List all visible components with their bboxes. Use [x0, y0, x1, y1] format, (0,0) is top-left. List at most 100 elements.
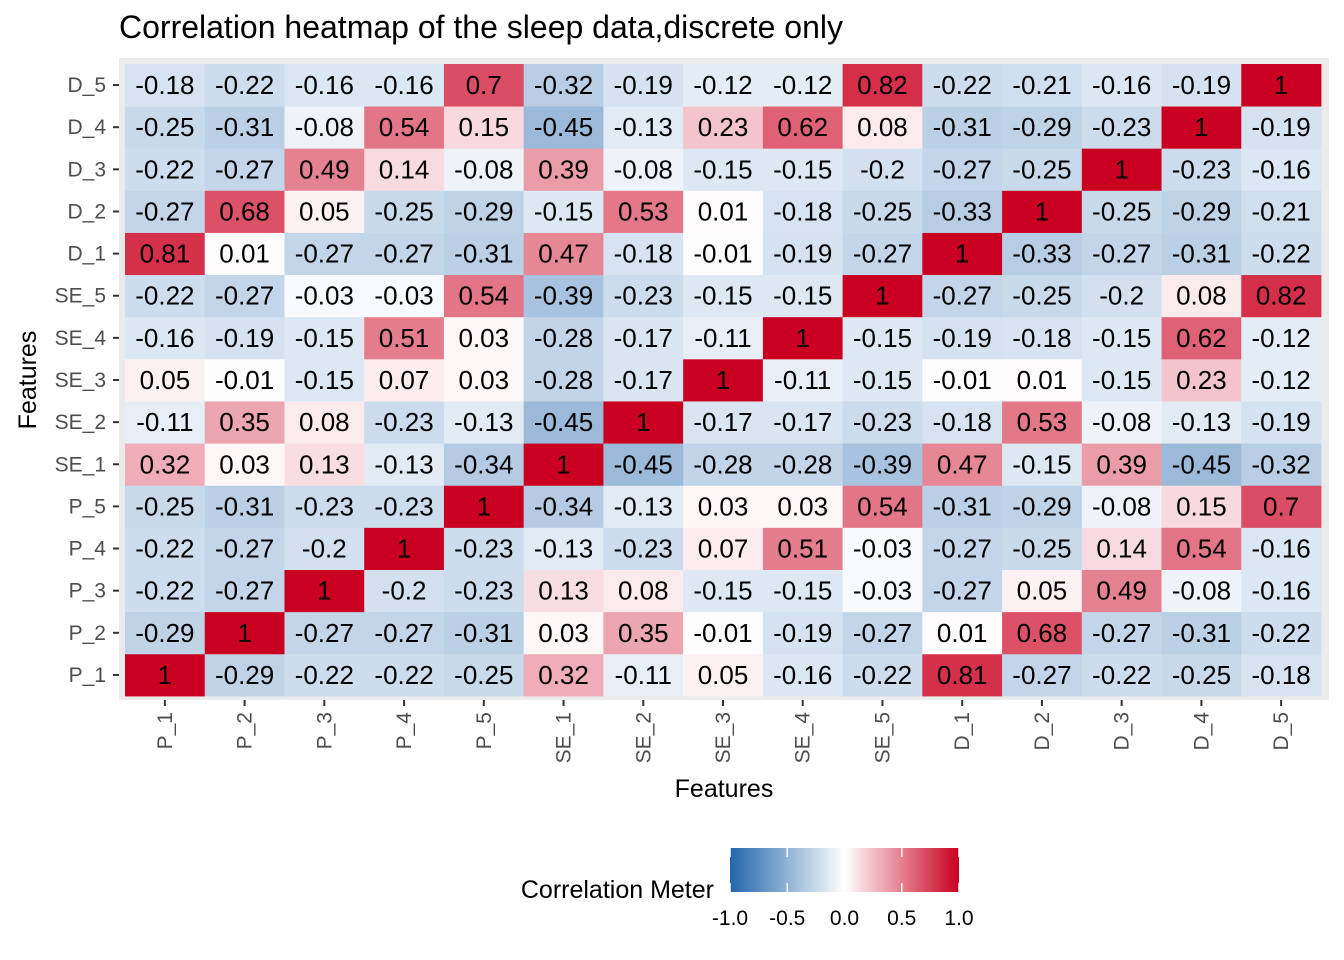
- cell-value-label: 0.01: [219, 239, 270, 269]
- cell-value-label: -0.16: [295, 70, 354, 100]
- heatmap-cell: [204, 653, 285, 697]
- cell-value-label: 0.81: [140, 239, 191, 269]
- cell-value-label: 0.7: [466, 70, 502, 100]
- cell-value-label: 0.47: [937, 449, 988, 479]
- cell-value-label: -0.03: [295, 281, 354, 311]
- cell-value-label: -0.16: [1251, 576, 1310, 606]
- heatmap-cell: [603, 106, 684, 149]
- cell-value-label: -0.34: [534, 491, 593, 521]
- cell-value-label: 0.47: [538, 239, 589, 269]
- heatmap-cell: [523, 443, 604, 486]
- heatmap-cell: [204, 527, 285, 570]
- cell-value-label: 0.03: [458, 365, 509, 395]
- cell-value-label: -0.03: [853, 576, 912, 606]
- cell-value-label: -0.15: [693, 576, 752, 606]
- heatmap-cell: [1241, 148, 1322, 191]
- cell-value-label: -0.11: [615, 660, 672, 690]
- heatmap-cell: [1081, 485, 1162, 528]
- heatmap-cell: [922, 148, 1003, 191]
- y-tick-label: P_2: [69, 622, 106, 645]
- cell-value-label: 0.32: [140, 449, 191, 479]
- heatmap-cell: [1161, 190, 1242, 233]
- heatmap-cell: [1002, 232, 1083, 276]
- cell-value-label: -0.08: [614, 154, 673, 184]
- legend-tick-label: 0.5: [887, 907, 916, 930]
- cell-value-label: -0.17: [693, 407, 752, 437]
- cell-value-label: 0.54: [458, 281, 509, 311]
- heatmap-cell: [842, 64, 923, 107]
- heatmap-cell: [364, 611, 445, 655]
- cell-value-label: -0.29: [135, 618, 194, 648]
- heatmap-cell: [762, 190, 843, 233]
- heatmap-cell: [842, 527, 923, 570]
- y-tick-label: P_1: [69, 664, 106, 687]
- cell-value-label: -0.18: [1012, 323, 1071, 353]
- heatmap-cell: [125, 358, 206, 402]
- heatmap-cell: [1241, 443, 1322, 486]
- heatmap-cell: [364, 64, 445, 107]
- cell-value-label: -0.25: [1092, 196, 1151, 226]
- heatmap-cell: [842, 569, 923, 613]
- cell-value-label: 0.49: [299, 154, 350, 184]
- cell-value-label: -0.22: [853, 660, 912, 690]
- heatmap-cell: [1161, 611, 1242, 655]
- heatmap-cell: [443, 611, 525, 655]
- cell-value-label: -0.39: [853, 449, 912, 479]
- heatmap-cell: [284, 611, 365, 655]
- x-tick-label: P_2: [234, 712, 257, 749]
- heatmap-cell: [1081, 653, 1162, 697]
- cell-value-label: 0.14: [1096, 534, 1147, 564]
- heatmap-cell: [204, 569, 285, 613]
- heatmap-cell: [204, 232, 285, 276]
- heatmap-cell: [1002, 611, 1083, 655]
- cell-value-label: 0.14: [379, 154, 430, 184]
- cell-value-label: -0.15: [1092, 365, 1151, 395]
- cell-value-label: -0.27: [215, 534, 274, 564]
- heatmap-cell: [922, 106, 1003, 149]
- heatmap-cell: [125, 569, 206, 613]
- heatmap-cell: [1241, 401, 1322, 444]
- cell-value-label: 0.13: [299, 449, 350, 479]
- cell-value-label: -0.25: [454, 660, 513, 690]
- x-tick-label: SE_2: [632, 712, 655, 763]
- cell-value-label: -0.27: [933, 154, 992, 184]
- cell-value-label: 0.81: [937, 660, 988, 690]
- cell-value-label: -0.18: [933, 407, 992, 437]
- cell-value-label: -0.22: [135, 154, 194, 184]
- heatmap-cell: [364, 148, 445, 191]
- cell-value-label: 0.01: [698, 196, 749, 226]
- x-tick-label: SE_4: [792, 712, 815, 764]
- cell-value-label: 1: [317, 576, 331, 606]
- heatmap-cell: [922, 527, 1003, 570]
- cell-value-label: 0.03: [777, 491, 828, 521]
- heatmap-cell: [762, 232, 843, 276]
- cell-value-label: -0.27: [933, 281, 992, 311]
- cell-value-label: 0.62: [777, 112, 828, 142]
- heatmap-cell: [1241, 232, 1322, 276]
- heatmap-cell: [762, 653, 843, 697]
- heatmap-cell: [204, 274, 285, 318]
- heatmap-cell: [364, 443, 445, 486]
- heatmap-cell: [204, 316, 285, 360]
- cell-value-label: -0.01: [215, 365, 274, 395]
- cell-value-label: -0.15: [773, 281, 832, 311]
- cell-value-label: -0.27: [215, 154, 274, 184]
- heatmap-cell: [1002, 527, 1083, 570]
- heatmap-cell: [523, 232, 604, 276]
- x-tick-label: P_1: [154, 712, 177, 749]
- cell-value-label: -0.28: [534, 365, 593, 395]
- cell-value-label: -0.15: [534, 196, 593, 226]
- heatmap-cells: 1 -0.29 -0.22 -0.22 -0.25 0.32 -0.11 0.05 -0.16-…: [125, 64, 1322, 697]
- heatmap-cell: [523, 316, 604, 360]
- heatmap-cell: [1002, 106, 1083, 149]
- heatmap-cell: [922, 190, 1003, 233]
- legend-tick-label: -0.5: [769, 907, 805, 930]
- cell-value-label: 0.51: [379, 323, 430, 353]
- cell-value-label: 0.82: [857, 70, 908, 100]
- heatmap-cell: [762, 358, 843, 402]
- cell-value-label: -0.12: [773, 70, 832, 100]
- cell-value-label: 0.15: [1176, 491, 1227, 521]
- heatmap-cell: [922, 64, 1003, 107]
- heatmap-cell: [443, 653, 525, 697]
- cell-value-label: 0.68: [219, 196, 270, 226]
